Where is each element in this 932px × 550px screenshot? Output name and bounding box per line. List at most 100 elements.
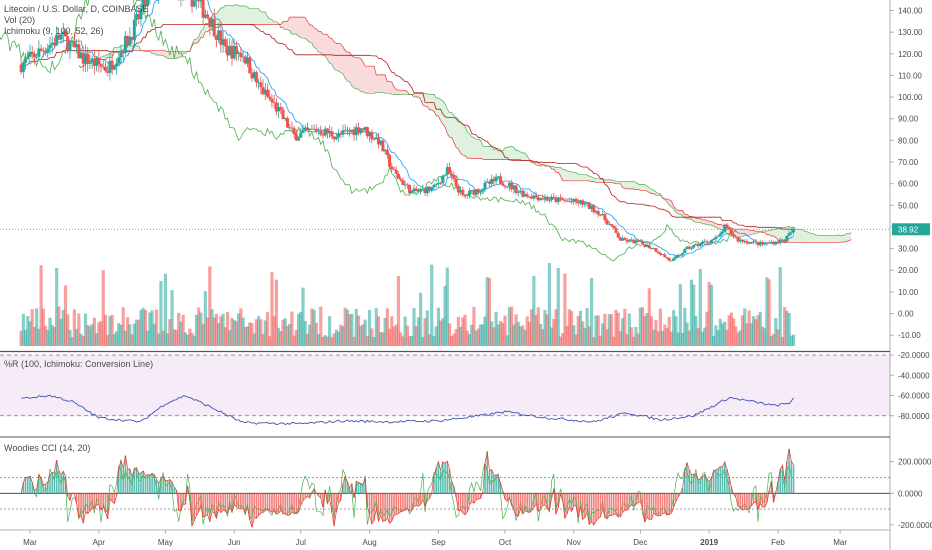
ichimoku-cloud-segment [678,210,681,215]
volume-bar [348,314,352,346]
candle-body [199,0,203,2]
candle-body [308,128,312,130]
candle-body [738,239,742,242]
volume-bar [381,332,385,346]
candle-body [217,30,221,41]
volume-bar [272,316,276,346]
volume-bar [523,329,527,346]
last-price-badge [892,223,930,236]
ichimoku-cloud-segment [458,119,461,154]
ichimoku-cloud-segment [655,191,659,196]
candle-body [321,134,325,136]
candle-body [79,52,83,59]
ichimoku-cloud-segment [280,21,284,28]
price-tick-label: 70.00 [898,158,919,167]
volume-bar [718,318,722,346]
time-tick-label: Aug [362,538,376,547]
candle-body [128,36,132,46]
candle-body [68,42,72,52]
percent-r-label[interactable]: %R (100, Ichimoku: Conversion Line) [4,359,154,369]
ichimoku-cloud-segment [769,230,772,237]
volume-bar [99,321,103,346]
ichimoku-cloud-segment [134,45,137,51]
ichimoku-cloud-segment [331,38,335,69]
ichimoku-cloud-segment [456,117,459,149]
ichimoku-cloud-segment [336,43,339,72]
ichimoku-cloud-segment [320,31,323,56]
volume-bar [394,324,398,346]
volume-bar [321,336,325,346]
ichimoku-cloud-segment [349,52,352,86]
ichimoku-cloud-segment [342,46,346,79]
volume-bar [636,333,640,346]
candle-body [46,48,50,53]
candle-body [92,58,96,66]
volume-bar [243,326,247,346]
candle-body [132,19,136,41]
volume-indicator-label[interactable]: Vol (20) [4,15,36,25]
candle-body [496,176,500,178]
candle-body [239,52,243,58]
candle-body [110,60,114,70]
ichimoku-cloud-segment [511,146,514,160]
ichimoku-cloud-segment [307,21,310,43]
ichimoku-cloud-segment [338,43,341,73]
candle-body [72,40,76,48]
volume-bar [328,316,332,346]
volume-bar [485,277,489,346]
ichimoku-cloud-segment [491,146,494,160]
volume-bar [150,310,154,346]
volume-bar [39,265,43,346]
ichimoku-cloud-segment [804,231,807,243]
volume-bar [729,312,733,346]
price-tick-label: 20.00 [898,266,919,275]
volume-bar [550,327,554,346]
volume-bar [589,277,594,346]
volume-bar [274,279,278,346]
volume-bar [601,323,605,346]
candle-body [401,180,405,186]
cci-label[interactable]: Woodies CCI (14, 20) [4,443,91,453]
volume-bar [325,336,330,346]
ichimoku-cloud-segment [496,148,499,160]
ichimoku-cloud-segment [385,74,388,94]
ichimoku-cloud-segment [822,235,825,243]
candle-body [212,18,216,37]
candle-body [410,191,414,194]
volume-bar [654,319,658,346]
candle-body [776,241,780,243]
volume-bar [77,313,81,346]
candle-body [95,57,99,66]
candle-body [578,200,582,204]
ichimoku-cloud-segment [584,174,588,181]
volume-bar [121,307,125,346]
volume-bar [336,331,341,346]
volume-bar [665,327,669,346]
volume-bar [316,334,321,346]
ichimoku-cloud-segment [576,172,579,181]
ichimoku-cloud-segment [303,17,306,39]
candle-body [483,182,487,189]
ichimoku-cloud-segment [560,167,563,181]
volume-bar [199,312,203,346]
volume-bar [81,336,85,346]
candle-body [399,178,403,181]
candle-body [126,36,130,46]
price-tick-label: 140.00 [898,6,923,15]
candle-body [607,223,611,225]
volume-bar [210,309,214,346]
candle-body [228,45,232,56]
candle-body [419,188,423,191]
candle-body [652,248,656,249]
volume-bar [172,329,176,346]
volume-bar [505,335,509,346]
ichimoku-indicator-label[interactable]: Ichimoku (9, 100, 52, 26) [4,26,104,36]
volume-bar [689,279,694,346]
volume-bar [583,328,587,346]
candle-body [341,130,345,135]
candle-body [663,254,667,258]
volume-bar [361,324,365,346]
symbol-title[interactable]: Litecoin / U.S. Dollar, D, COINBASE [4,4,149,14]
